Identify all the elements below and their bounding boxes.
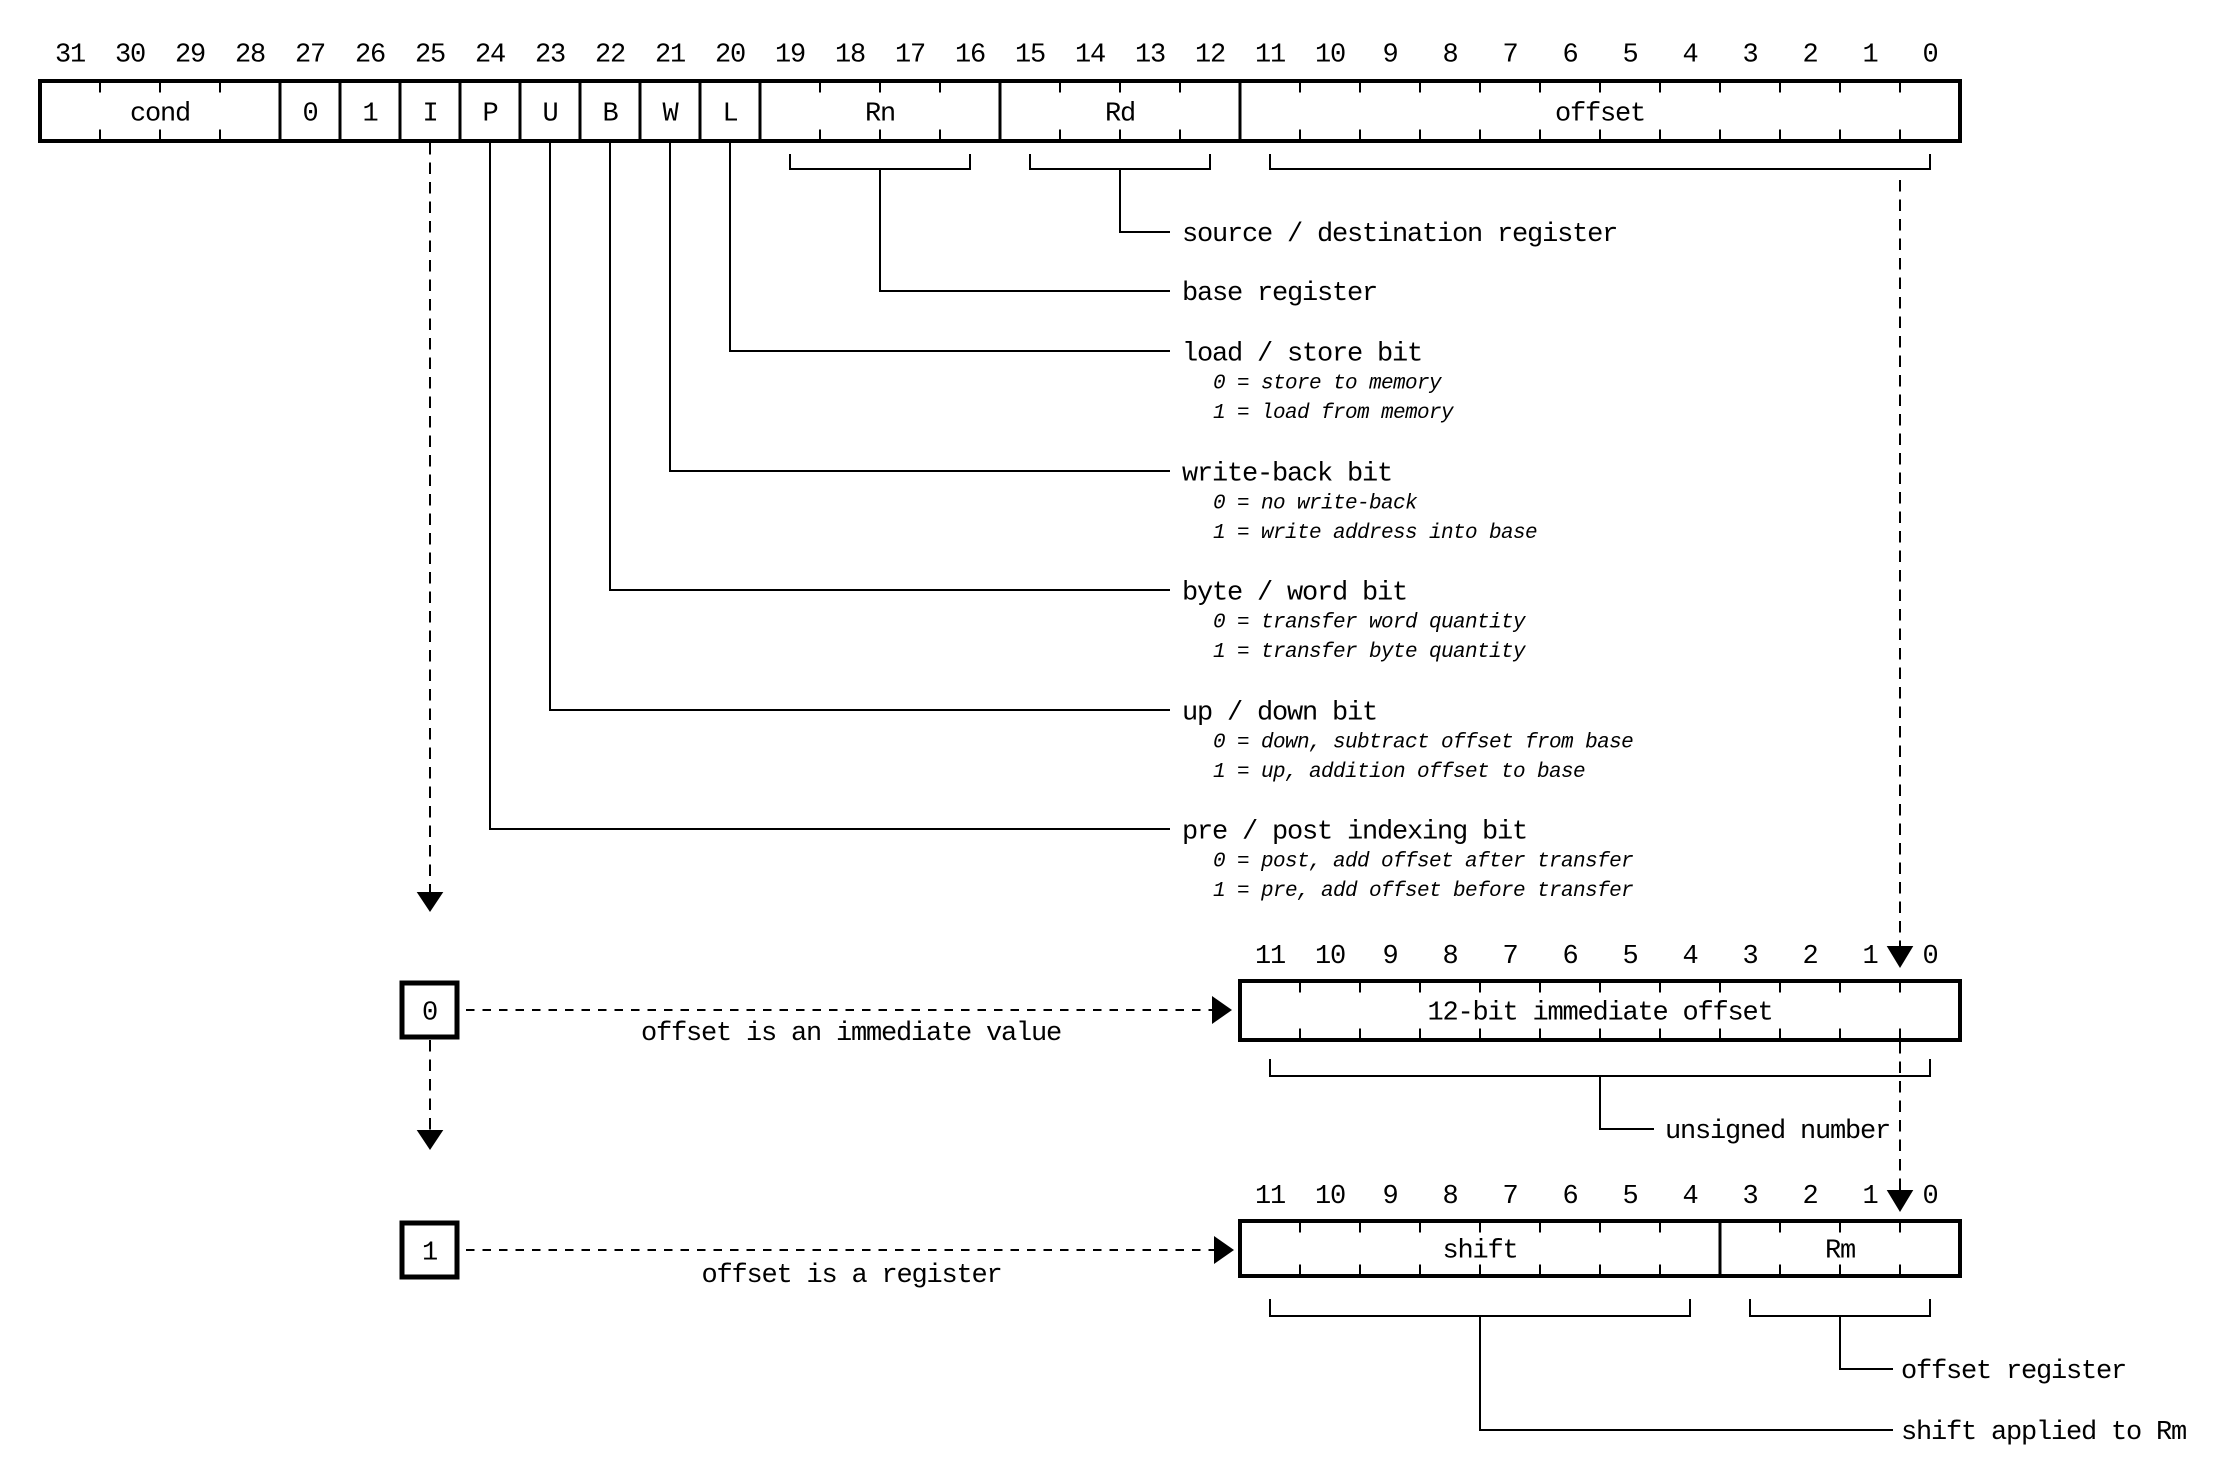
svg-text:4: 4 <box>1682 41 1697 71</box>
svg-text:5: 5 <box>1622 1182 1637 1212</box>
svg-text:16: 16 <box>955 41 985 71</box>
svg-text:offset register: offset register <box>1901 1357 2126 1387</box>
svg-text:26: 26 <box>355 41 385 71</box>
svg-text:24: 24 <box>475 41 505 71</box>
svg-text:19: 19 <box>775 41 805 71</box>
svg-text:10: 10 <box>1315 942 1345 972</box>
svg-text:1 = write address into base: 1 = write address into base <box>1213 522 1537 545</box>
svg-text:0 = store to memory: 0 = store to memory <box>1213 372 1442 395</box>
svg-text:2: 2 <box>1802 1182 1817 1212</box>
svg-text:0 = transfer word quantity: 0 = transfer word quantity <box>1213 611 1526 634</box>
svg-text:22: 22 <box>595 41 625 71</box>
svg-text:3: 3 <box>1742 942 1757 972</box>
svg-text:30: 30 <box>115 41 145 71</box>
svg-text:10: 10 <box>1315 41 1345 71</box>
svg-text:base register: base register <box>1182 279 1377 309</box>
svg-text:17: 17 <box>895 41 925 71</box>
svg-text:unsigned number: unsigned number <box>1665 1117 1890 1147</box>
svg-text:7: 7 <box>1502 41 1517 71</box>
svg-text:Rd: Rd <box>1105 100 1135 130</box>
svg-text:29: 29 <box>175 41 205 71</box>
svg-text:1: 1 <box>1862 942 1877 972</box>
svg-text:Rm: Rm <box>1825 1237 1855 1267</box>
svg-text:write-back bit: write-back bit <box>1182 460 1392 490</box>
svg-text:9: 9 <box>1382 41 1397 71</box>
svg-text:25: 25 <box>415 41 445 71</box>
svg-text:5: 5 <box>1622 41 1637 71</box>
svg-text:0 = no write-back: 0 = no write-back <box>1213 492 1418 515</box>
svg-text:source / destination register: source / destination register <box>1182 220 1617 250</box>
svg-text:9: 9 <box>1382 942 1397 972</box>
svg-text:1: 1 <box>422 1239 437 1269</box>
svg-text:21: 21 <box>655 41 685 71</box>
svg-text:offset is a register: offset is a register <box>701 1261 1001 1291</box>
svg-text:4: 4 <box>1682 942 1697 972</box>
svg-text:I: I <box>422 100 437 130</box>
svg-text:7: 7 <box>1502 1182 1517 1212</box>
svg-text:pre / post indexing bit: pre / post indexing bit <box>1182 818 1527 848</box>
svg-text:6: 6 <box>1562 41 1577 71</box>
svg-text:5: 5 <box>1622 942 1637 972</box>
svg-text:13: 13 <box>1135 41 1165 71</box>
svg-text:offset: offset <box>1555 100 1645 130</box>
svg-text:23: 23 <box>535 41 565 71</box>
svg-text:11: 11 <box>1255 1182 1285 1212</box>
svg-text:10: 10 <box>1315 1182 1345 1212</box>
svg-text:B: B <box>602 100 618 130</box>
svg-text:L: L <box>722 100 737 130</box>
svg-text:8: 8 <box>1442 1182 1457 1212</box>
svg-text:0 = post, add offset after tra: 0 = post, add offset after transfer <box>1213 850 1633 873</box>
svg-text:0: 0 <box>1922 942 1937 972</box>
svg-text:load / store bit: load / store bit <box>1182 340 1422 370</box>
svg-text:1: 1 <box>362 100 377 130</box>
svg-text:31: 31 <box>55 41 85 71</box>
svg-text:7: 7 <box>1502 942 1517 972</box>
svg-text:4: 4 <box>1682 1182 1697 1212</box>
svg-text:0: 0 <box>422 999 437 1029</box>
svg-text:3: 3 <box>1742 41 1757 71</box>
svg-text:up / down bit: up / down bit <box>1182 699 1377 729</box>
svg-text:9: 9 <box>1382 1182 1397 1212</box>
svg-text:shift applied to Rm: shift applied to Rm <box>1901 1418 2186 1448</box>
svg-text:0: 0 <box>1922 1182 1937 1212</box>
svg-text:1: 1 <box>1862 1182 1877 1212</box>
svg-text:11: 11 <box>1255 41 1285 71</box>
svg-text:12: 12 <box>1195 41 1225 71</box>
svg-text:W: W <box>662 100 679 130</box>
svg-text:0: 0 <box>302 100 317 130</box>
svg-text:15: 15 <box>1015 41 1045 71</box>
svg-text:6: 6 <box>1562 942 1577 972</box>
svg-text:27: 27 <box>295 41 325 71</box>
svg-text:1 = load from memory: 1 = load from memory <box>1213 402 1454 425</box>
svg-text:3: 3 <box>1742 1182 1757 1212</box>
svg-text:2: 2 <box>1802 942 1817 972</box>
svg-text:0 = down, subtract offset from: 0 = down, subtract offset from base <box>1213 731 1633 754</box>
svg-text:U: U <box>542 100 557 130</box>
svg-text:8: 8 <box>1442 942 1457 972</box>
svg-text:shift: shift <box>1442 1237 1517 1267</box>
svg-text:8: 8 <box>1442 41 1457 71</box>
svg-text:byte / word bit: byte / word bit <box>1182 579 1407 609</box>
svg-text:offset is an immediate value: offset is an immediate value <box>641 1019 1061 1049</box>
svg-text:1 = transfer byte quantity: 1 = transfer byte quantity <box>1213 641 1526 664</box>
svg-text:6: 6 <box>1562 1182 1577 1212</box>
svg-text:1: 1 <box>1862 41 1877 71</box>
svg-text:1 = up, addition offset to bas: 1 = up, addition offset to base <box>1213 761 1585 784</box>
svg-text:14: 14 <box>1075 41 1105 71</box>
svg-text:Rn: Rn <box>865 100 895 130</box>
svg-text:2: 2 <box>1802 41 1817 71</box>
svg-text:P: P <box>482 100 497 130</box>
svg-text:18: 18 <box>835 41 865 71</box>
svg-text:20: 20 <box>715 41 745 71</box>
svg-text:11: 11 <box>1255 942 1285 972</box>
svg-text:12-bit immediate offset: 12-bit immediate offset <box>1427 999 1772 1029</box>
svg-text:cond: cond <box>130 100 190 130</box>
svg-text:0: 0 <box>1922 41 1937 71</box>
svg-text:1 = pre, add offset before tra: 1 = pre, add offset before transfer <box>1213 880 1633 903</box>
svg-text:28: 28 <box>235 41 265 71</box>
